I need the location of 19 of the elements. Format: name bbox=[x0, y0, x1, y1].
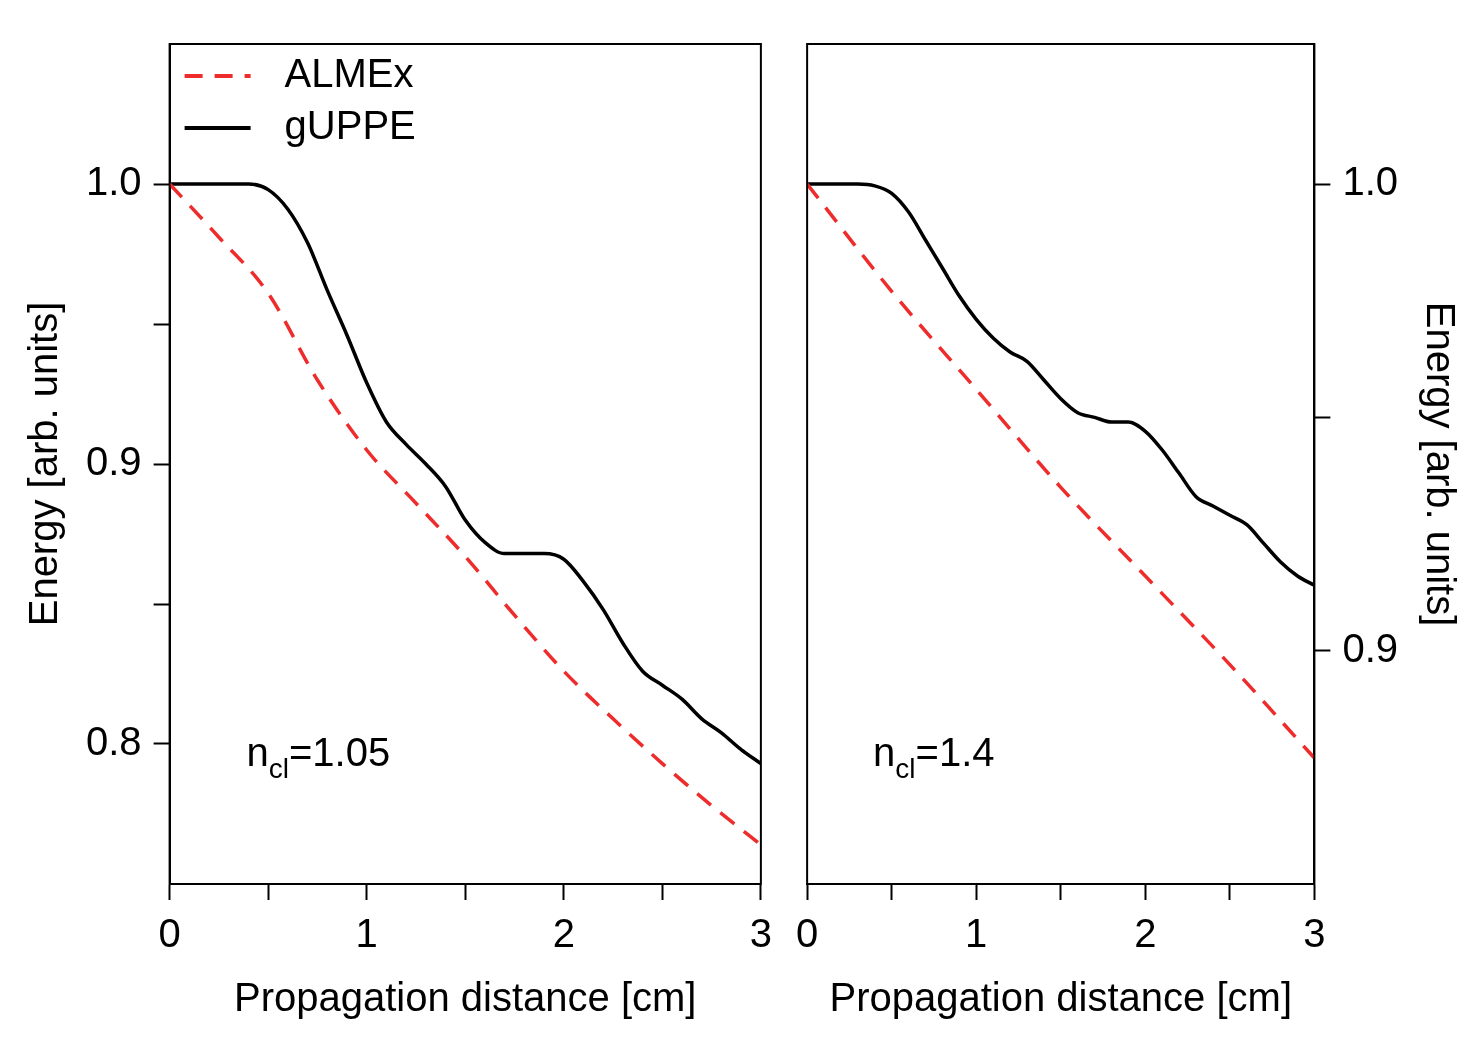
x-tick-label: 3 bbox=[1303, 911, 1326, 956]
y2-axis-title: Energy [arb. units] bbox=[1418, 301, 1463, 627]
y2-tick-label: 1.0 bbox=[1342, 159, 1398, 204]
y-tick-label: 0.9 bbox=[86, 439, 142, 484]
x-tick-label: 3 bbox=[749, 911, 772, 956]
x-tick-label: 2 bbox=[1134, 911, 1157, 956]
legend-label: ALMEx bbox=[284, 51, 414, 96]
y-tick-label: 0.8 bbox=[86, 719, 142, 764]
x-axis-title: Propagation distance [cm] bbox=[829, 975, 1292, 1020]
x-tick-label: 2 bbox=[552, 911, 575, 956]
x-axis-title: Propagation distance [cm] bbox=[234, 975, 697, 1020]
y-tick-label: 1.0 bbox=[86, 159, 142, 204]
x-tick-label: 1 bbox=[355, 911, 378, 956]
y2-tick-label: 0.9 bbox=[1342, 625, 1398, 670]
x-tick-label: 1 bbox=[965, 911, 988, 956]
x-tick-label: 0 bbox=[158, 911, 181, 956]
x-tick-label: 0 bbox=[796, 911, 819, 956]
legend-label: gUPPE bbox=[284, 103, 416, 148]
y-axis-title: Energy [arb. units] bbox=[21, 301, 66, 627]
